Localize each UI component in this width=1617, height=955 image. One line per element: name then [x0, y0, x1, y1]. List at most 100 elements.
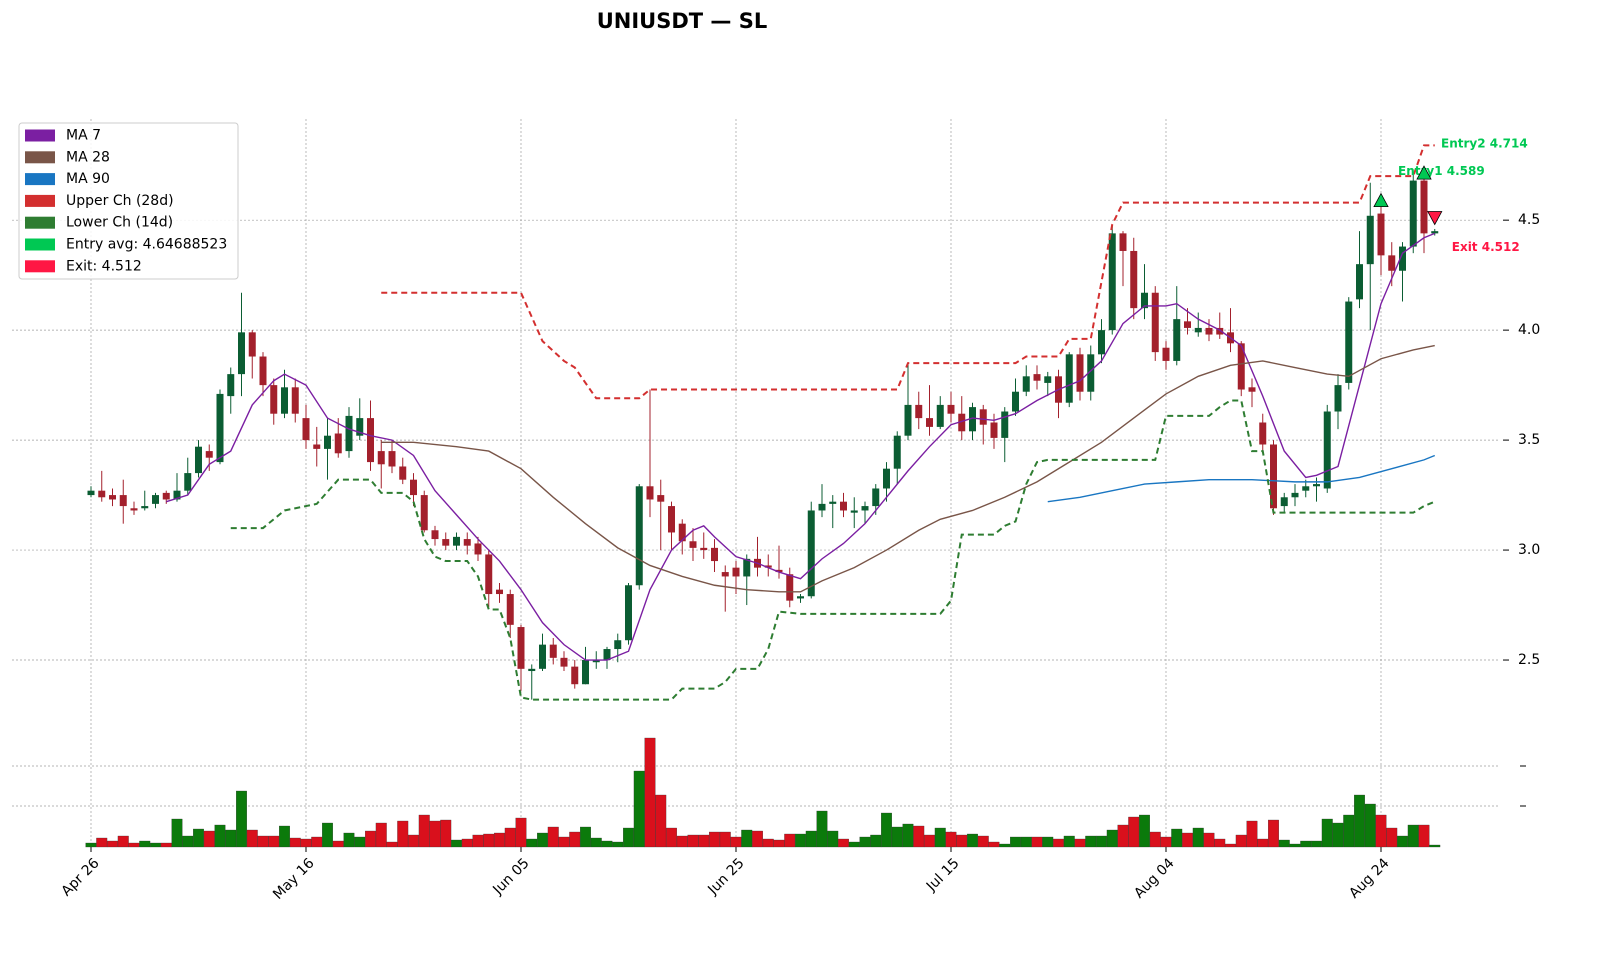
volume-bar — [666, 827, 677, 848]
volume-bar — [1031, 836, 1043, 848]
candle-body — [936, 404, 944, 427]
candle-body — [539, 644, 546, 669]
volume-bar — [279, 825, 290, 848]
legend-label: Exit: 4.512 — [66, 258, 142, 274]
volume-bar — [655, 794, 667, 848]
volume-bar — [1085, 835, 1097, 848]
volume-bar — [773, 839, 785, 848]
candle-body — [1162, 347, 1170, 361]
x-tick-label: May 16 — [270, 855, 318, 903]
candle-body — [786, 574, 794, 601]
candle-body — [646, 486, 654, 500]
volume-bar — [1010, 836, 1021, 848]
volume-bar — [1171, 828, 1183, 848]
candle-body — [399, 466, 407, 480]
volume-bar — [687, 834, 699, 848]
volume-bar — [1429, 844, 1441, 848]
candle-body — [517, 627, 525, 669]
candle-body — [560, 657, 568, 667]
volume-bar — [1257, 838, 1269, 848]
volume-bar — [752, 830, 763, 848]
volume-bar — [547, 826, 559, 848]
volume-bar — [1074, 838, 1086, 848]
legend-label: MA 90 — [66, 171, 110, 187]
volume-bar — [1020, 836, 1032, 848]
candle-body — [1334, 385, 1342, 412]
volume-bar — [870, 834, 882, 848]
chart-title: UNIUSDT — SL — [597, 9, 768, 33]
x-tick-label: Jul 15 — [923, 855, 963, 895]
volume-bar — [1311, 840, 1322, 848]
volume-bar — [203, 830, 215, 848]
candle-body — [840, 501, 847, 511]
candle-body — [109, 495, 116, 500]
candle-body — [958, 413, 966, 432]
line-series — [230, 399, 1436, 701]
volume-bar — [676, 835, 688, 848]
volume-bar — [354, 836, 366, 848]
candle-body — [807, 510, 815, 597]
volume-bar — [1246, 820, 1258, 848]
volume-bar — [601, 840, 613, 848]
volume-bar — [472, 834, 484, 848]
volume-bar — [386, 841, 398, 848]
candle-body — [1098, 330, 1105, 355]
volume-bar — [397, 820, 409, 848]
candle-body — [195, 446, 202, 474]
volume-bar — [816, 810, 828, 848]
volume-bar — [924, 834, 935, 848]
volume-bar — [193, 828, 204, 848]
candle-body — [302, 418, 310, 441]
volume-bar — [612, 841, 624, 848]
volume-bar — [1160, 836, 1172, 848]
candle-body — [1431, 231, 1439, 234]
volume-bar — [644, 737, 656, 848]
volume-bar — [537, 832, 548, 848]
candle-body — [367, 418, 374, 463]
volume-bar — [698, 834, 710, 848]
volume-bar — [1278, 839, 1290, 848]
volume-bar — [332, 840, 344, 848]
volume-bar — [1300, 840, 1312, 848]
volume-bar — [461, 838, 473, 848]
candle-body — [248, 332, 256, 357]
y-tick-label: 3.5 — [1518, 432, 1540, 448]
candle-body — [1184, 321, 1191, 328]
volume-bar — [1106, 829, 1118, 848]
volume-bar — [504, 827, 516, 848]
volume-bar — [1042, 836, 1054, 848]
candle-body — [1141, 292, 1148, 309]
volume-bar — [246, 829, 258, 848]
volume-bar — [1096, 835, 1107, 848]
volume-bar — [515, 817, 527, 848]
volume-bar — [913, 825, 925, 848]
volume-bar — [784, 833, 796, 848]
volume-bar — [1192, 827, 1204, 848]
candle-body — [259, 356, 267, 386]
candle-body — [700, 547, 708, 551]
candle-body — [313, 444, 321, 449]
trade-marker — [1373, 192, 1389, 207]
candle-body — [829, 501, 837, 504]
candle-body — [732, 567, 740, 577]
volume-bar — [322, 822, 333, 848]
volume-bar — [225, 829, 237, 848]
volume-bar — [569, 831, 581, 848]
candle-body — [281, 387, 288, 414]
candle-body — [1173, 319, 1181, 361]
volume-bar — [1343, 814, 1355, 848]
candle-body — [797, 596, 804, 599]
volume-bar — [1225, 843, 1236, 848]
candle-body — [668, 506, 675, 533]
candle-body — [1248, 387, 1256, 392]
volume-bar — [827, 830, 839, 848]
volume-bar — [408, 834, 419, 848]
volume-bar — [741, 829, 753, 848]
volume-bar — [999, 843, 1011, 848]
candle-body — [872, 488, 880, 507]
candle-body — [1076, 354, 1084, 392]
candle-body — [947, 404, 955, 414]
candle-body — [764, 565, 772, 568]
candle-body — [614, 640, 622, 650]
legend-swatch — [25, 194, 55, 207]
